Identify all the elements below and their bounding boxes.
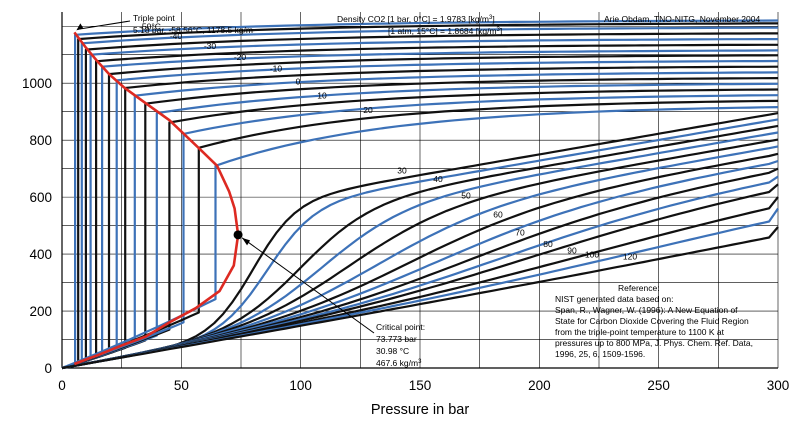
isotherm-25 [61, 106, 779, 370]
isotherm-labels: -50°C -40 -30 -20 -10 0 10 20 30 40 50 60 70 80 90 100 1… [139, 21, 637, 261]
triple-point-arrowhead [76, 23, 84, 31]
isotherm-label-100: 100 [585, 250, 599, 260]
reference-line: State for Carbon Dioxide Covering the Fl… [555, 316, 749, 326]
isotherm-label-10: 10 [317, 91, 327, 101]
y-tick-label: 400 [29, 247, 52, 262]
isotherm-120 [61, 226, 779, 370]
y-tick-label: 0 [44, 361, 52, 376]
reference-line: from the triple-point temperature to 110… [555, 327, 725, 337]
x-tick-label: 150 [409, 378, 432, 393]
saturation-layer [73, 20, 375, 366]
isotherm-label-120: 120 [623, 252, 637, 262]
isotherm-label-50: 50 [461, 191, 471, 201]
isotherm-label-80: 80 [543, 239, 553, 249]
isotherm-label--10: -10 [270, 63, 283, 73]
x-tick-label: 50 [174, 378, 189, 393]
critical-point-pressure: 73.773 bar [376, 334, 417, 344]
isotherm-label--40: -40 [170, 31, 183, 41]
x-tick-label: 0 [58, 378, 66, 393]
saturation-curve [73, 31, 240, 366]
isotherms [61, 19, 779, 370]
reference-line: 1996, 25, 6, 1509-1596. [555, 349, 645, 359]
isotherm-label--20: -20 [234, 52, 247, 62]
density-note-line2: [1 atm, 15°C] = 1.8684 [kg/m3] [388, 26, 502, 36]
isotherm-label--30: -30 [204, 41, 217, 51]
critical-point-temperature: 30.98 °C [376, 346, 409, 356]
reference-line: Reference: [618, 283, 660, 293]
triple-point-detail: 5.18 bar, -58.56°C, 1178.5 kg/m [133, 25, 253, 35]
reference-note: Reference: NIST generated data based on:… [555, 283, 753, 359]
isotherm-label-30: 30 [397, 165, 407, 175]
isotherm-label-90: 90 [567, 245, 577, 255]
critical-point-density: 467.6 kg/m3 [376, 358, 422, 368]
isotherm-label--50: -50°C [139, 21, 161, 31]
x-axis-title: Pressure in bar [371, 402, 469, 418]
critical-point-marker [233, 230, 243, 240]
triple-point-title: Triple point [133, 13, 175, 23]
density-note-line1: Density CO2 [1 bar, 0°C] = 1.9783 [kg/m3… [337, 14, 495, 24]
y-tick-label: 1000 [22, 76, 52, 91]
reference-line: Span, R., Wagner, W. (1996): A New Equat… [555, 305, 738, 315]
x-tick-label: 250 [647, 378, 670, 393]
y-tick-label: 600 [29, 190, 52, 205]
x-tick-label: 300 [767, 378, 790, 393]
triple-point-arrow [77, 20, 131, 30]
x-tick-label: 100 [289, 378, 312, 393]
reference-line: pressures up to 800 MPa, J. Phys. Chem. … [555, 338, 753, 348]
reference-line: NIST generated data based on: [555, 294, 673, 304]
critical-point-title: Critical point: [376, 322, 425, 332]
critical-point-arrow [241, 237, 375, 334]
y-tick-label: 800 [29, 133, 52, 148]
y-tick-label: 200 [29, 304, 52, 319]
x-tick-label: 200 [528, 378, 551, 393]
isotherm-label-40: 40 [433, 174, 443, 184]
critical-point-arrowhead [242, 237, 251, 246]
author-note: Arie Obdam, TNO-NITG, November 2004 [604, 14, 760, 24]
isotherm-label-20: 20 [363, 105, 373, 115]
grid [61, 12, 779, 369]
isotherm-label-0: 0 [296, 76, 301, 86]
isotherm-label-70: 70 [515, 228, 525, 238]
isotherm-label-60: 60 [493, 209, 503, 219]
